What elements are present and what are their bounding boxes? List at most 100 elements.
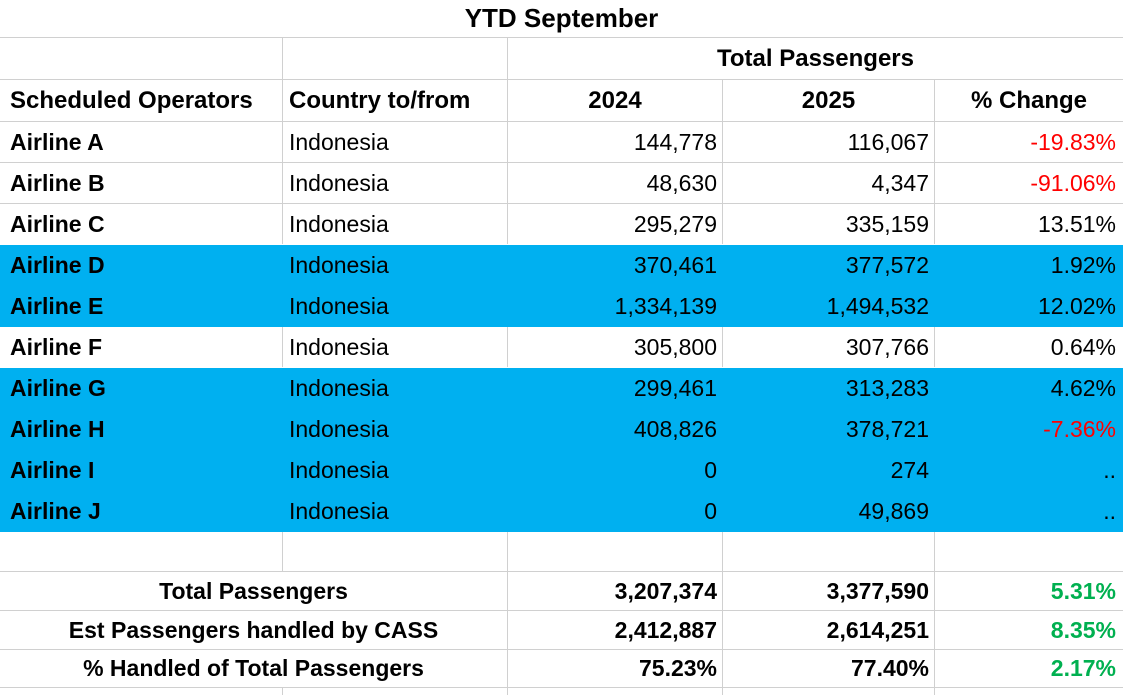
airline-table-row: Airline B Indonesia 48,630 4,347 -91.06% bbox=[0, 163, 1123, 204]
column-header-pct-change: % Change bbox=[970, 86, 1087, 114]
empty-cell bbox=[508, 532, 723, 571]
summary-pct-change-cell: 8.35% bbox=[1050, 616, 1116, 643]
country-cell: Indonesia bbox=[289, 251, 389, 278]
pct-change-cell: 12.02% bbox=[1037, 292, 1116, 319]
summary-2025-cell: 2,614,251 bbox=[723, 611, 935, 649]
pct-change-cell: .. bbox=[1103, 456, 1116, 483]
summary-label-cell: Total Passengers bbox=[0, 572, 508, 610]
country-cell: Indonesia bbox=[283, 163, 508, 203]
airline-rows-container: Airline A Indonesia 144,778 116,067 -19.… bbox=[0, 122, 1123, 532]
passengers-2025-cell: 307,766 bbox=[723, 327, 935, 367]
operator-cell: Airline D bbox=[10, 251, 105, 278]
summary-table-row: Total Passengers 3,207,374 3,377,590 5.3… bbox=[0, 572, 1123, 611]
empty-cell bbox=[0, 688, 283, 695]
country-cell: Indonesia bbox=[289, 415, 389, 442]
passengers-2024-cell: 299,461 bbox=[633, 374, 717, 401]
pct-change-cell: .. bbox=[1103, 497, 1116, 524]
operator-cell: Airline E bbox=[10, 292, 104, 319]
country-cell: Indonesia bbox=[283, 122, 508, 162]
passengers-2024-cell: 408,826 bbox=[633, 415, 717, 442]
empty-cell bbox=[283, 532, 508, 571]
column-header-2024: 2024 bbox=[508, 80, 723, 121]
summary-2025-cell: 3,377,590 bbox=[723, 572, 935, 610]
country-cell: Indonesia bbox=[283, 327, 508, 367]
pct-change-cell: 13.51% bbox=[1037, 210, 1116, 237]
passengers-2024-cell: 1,334,139 bbox=[614, 292, 717, 319]
operator-cell: Airline J bbox=[10, 497, 101, 524]
passengers-2025-cell: 116,067 bbox=[723, 122, 935, 162]
country-cell: Indonesia bbox=[289, 292, 389, 319]
total-passengers-group-header: Total Passengers bbox=[717, 44, 914, 72]
column-header-country: Country to/from bbox=[283, 80, 508, 121]
airline-table-row: Airline E Indonesia 1,334,139 1,494,532 … bbox=[0, 286, 1123, 327]
passengers-2025-cell: 377,572 bbox=[845, 251, 929, 278]
passengers-2024-cell: 295,279 bbox=[508, 204, 723, 244]
summary-2025-cell: 77.40% bbox=[723, 650, 935, 687]
airline-table-row: Airline J Indonesia 0 49,869 .. bbox=[0, 491, 1123, 532]
summary-table-row: % Handled of Total Passengers 75.23% 77.… bbox=[0, 650, 1123, 688]
operator-cell: Airline H bbox=[10, 415, 105, 442]
airline-table-row: Airline C Indonesia 295,279 335,159 13.5… bbox=[0, 204, 1123, 245]
airline-table-row: Airline I Indonesia 0 274 .. bbox=[0, 450, 1123, 491]
passengers-2024-cell: 144,778 bbox=[508, 122, 723, 162]
summary-2024-cell: 2,412,887 bbox=[508, 611, 723, 649]
empty-cell bbox=[723, 688, 935, 695]
airline-table-row: Airline H Indonesia 408,826 378,721 -7.3… bbox=[0, 409, 1123, 450]
empty-header-cell bbox=[0, 38, 283, 79]
airline-table-row: Airline D Indonesia 370,461 377,572 1.92… bbox=[0, 245, 1123, 286]
operator-cell: Airline F bbox=[0, 327, 283, 367]
country-cell: Indonesia bbox=[289, 497, 389, 524]
column-header-operators: Scheduled Operators bbox=[0, 80, 283, 121]
pct-change-cell: -91.06% bbox=[1030, 169, 1116, 196]
passengers-2024-cell: 0 bbox=[704, 456, 717, 483]
pct-change-cell: 0.64% bbox=[1050, 333, 1116, 360]
country-cell: Indonesia bbox=[283, 204, 508, 244]
empty-cell bbox=[935, 532, 1123, 571]
summary-table-row: Est Passengers handled by CASS 2,412,887… bbox=[0, 611, 1123, 650]
passengers-2025-cell: 335,159 bbox=[723, 204, 935, 244]
empty-cell bbox=[508, 688, 723, 695]
pct-change-cell: -19.83% bbox=[1030, 128, 1116, 155]
passengers-2025-cell: 378,721 bbox=[845, 415, 929, 442]
operator-cell: Airline I bbox=[10, 456, 95, 483]
summary-label-cell: Est Passengers handled by CASS bbox=[0, 611, 508, 649]
passengers-2025-cell: 49,869 bbox=[858, 497, 929, 524]
summary-rows-container: Total Passengers 3,207,374 3,377,590 5.3… bbox=[0, 572, 1123, 688]
passengers-2024-cell: 0 bbox=[704, 497, 717, 524]
column-header-2025: 2025 bbox=[723, 80, 935, 121]
summary-2024-cell: 75.23% bbox=[508, 650, 723, 687]
airline-table-row: Airline F Indonesia 305,800 307,766 0.64… bbox=[0, 327, 1123, 368]
pct-change-cell: 1.92% bbox=[1050, 251, 1116, 278]
summary-label-cell: % Handled of Total Passengers bbox=[0, 650, 508, 687]
passengers-2025-cell: 274 bbox=[890, 456, 929, 483]
summary-2024-cell: 3,207,374 bbox=[508, 572, 723, 610]
summary-pct-change-cell: 2.17% bbox=[1050, 655, 1116, 681]
column-header-row: Scheduled Operators Country to/from 2024… bbox=[0, 80, 1123, 122]
airline-table-row: Airline A Indonesia 144,778 116,067 -19.… bbox=[0, 122, 1123, 163]
passengers-2025-cell: 4,347 bbox=[723, 163, 935, 203]
passengers-2024-cell: 48,630 bbox=[508, 163, 723, 203]
summary-pct-change-cell: 5.31% bbox=[1050, 577, 1116, 604]
report-title: YTD September bbox=[464, 3, 659, 33]
operator-cell: Airline A bbox=[0, 122, 283, 162]
country-cell: Indonesia bbox=[289, 374, 389, 401]
group-header-row: Total Passengers bbox=[0, 38, 1123, 80]
operator-cell: Airline C bbox=[0, 204, 283, 244]
operator-cell: Airline G bbox=[10, 374, 106, 401]
operator-cell: Airline B bbox=[0, 163, 283, 203]
empty-cell bbox=[0, 532, 283, 571]
empty-header-cell bbox=[283, 38, 508, 79]
empty-cell bbox=[935, 688, 1123, 695]
country-cell: Indonesia bbox=[289, 456, 389, 483]
empty-cell bbox=[723, 532, 935, 571]
passengers-2025-cell: 313,283 bbox=[845, 374, 929, 401]
title-row: YTD September bbox=[0, 0, 1123, 38]
bottom-filler-row bbox=[0, 688, 1123, 695]
passengers-2024-cell: 370,461 bbox=[633, 251, 717, 278]
spacer-row bbox=[0, 532, 1123, 572]
passengers-2025-cell: 1,494,532 bbox=[826, 292, 929, 319]
pct-change-cell: 4.62% bbox=[1050, 374, 1116, 401]
passengers-2024-cell: 305,800 bbox=[508, 327, 723, 367]
empty-cell bbox=[283, 688, 508, 695]
